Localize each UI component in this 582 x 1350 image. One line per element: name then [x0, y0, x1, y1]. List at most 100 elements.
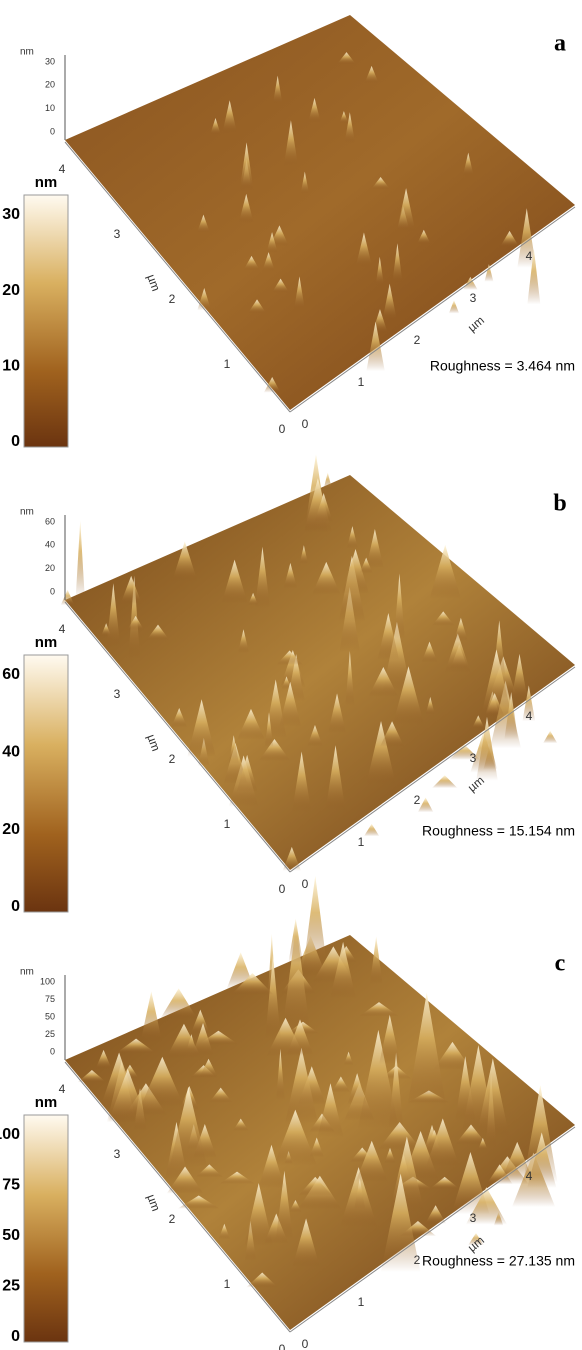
surface-peak [433, 1041, 472, 1070]
surface-peak [462, 276, 478, 290]
surface-peak [292, 1218, 320, 1268]
surface-peak [511, 653, 528, 700]
surface-peak [269, 225, 289, 246]
surface-peak [146, 624, 170, 641]
surface-peak [199, 1058, 218, 1078]
y-tick-label: 3 [114, 1147, 121, 1161]
y-tick-label: 0 [279, 882, 286, 896]
y-tick-label: 4 [59, 1082, 66, 1096]
y-tick-label: 2 [169, 292, 176, 306]
x-axis-unit: µm [465, 1233, 487, 1255]
surface-peak [282, 846, 301, 871]
surface-peak [477, 1137, 488, 1150]
surface-peak [303, 875, 328, 968]
colorbar-tick-label: 0 [11, 1328, 20, 1345]
afm-panel: nm100755025001234µm012345µmnm1007550250c… [0, 875, 582, 1350]
surface-peak [363, 823, 380, 837]
surface-peak [517, 208, 537, 268]
surface-peak [258, 1144, 285, 1189]
surface-peak [500, 1141, 534, 1181]
y-tick-label: 1 [224, 357, 231, 371]
colorbar-tick-label: 20 [2, 282, 20, 299]
surface-peak [417, 797, 434, 813]
x-tick-label: 1 [358, 1295, 365, 1309]
surface-peak [231, 972, 274, 995]
surface-peak [95, 1049, 112, 1069]
surface-peak [375, 256, 384, 286]
y-axis [64, 141, 291, 413]
surface-peak [429, 1176, 460, 1190]
z-tick-label: 0 [50, 586, 55, 596]
surface-peak [108, 1068, 148, 1122]
surface-peak [346, 526, 358, 549]
surface-peak [431, 775, 458, 789]
surface-peak [522, 685, 536, 722]
x-tick-label: 2 [414, 1253, 421, 1267]
z-tick-label: 20 [45, 80, 55, 90]
x-tick-label: 3 [470, 751, 477, 765]
surface-peak [262, 252, 275, 272]
surface-peak [236, 754, 258, 792]
surface-peak [106, 583, 121, 647]
surface-peak [308, 97, 321, 123]
x-tick-label: 3 [470, 291, 477, 305]
surface-peak [275, 1170, 293, 1239]
afm-panel: nm302010001234µm012345µmnm3020100aRoughn… [2, 15, 582, 450]
surface-peak [485, 692, 505, 716]
z-tick-label: 100 [40, 976, 55, 986]
colorbar-tick-label: 0 [11, 433, 20, 450]
x-axis [289, 206, 576, 413]
surface-peak [366, 321, 385, 372]
afm-panel: nm604020001234µm012345µmnm6040200bRoughn… [2, 454, 582, 915]
roughness: Roughness = 3.464 nm [430, 358, 575, 374]
surface-peak [454, 1124, 488, 1145]
surface-peak [177, 1195, 220, 1209]
z-tick-label: 0 [50, 126, 55, 136]
colorbar-tick-label: 50 [2, 1227, 20, 1244]
surface-peak [237, 708, 265, 740]
surface-peak [407, 992, 447, 1106]
surface-peak [192, 1023, 214, 1056]
surface-peak [384, 1147, 396, 1164]
surface-peak [254, 546, 271, 608]
surface-peak [272, 75, 283, 104]
surface-peak [128, 575, 141, 659]
colorbar-tick-label: 0 [11, 898, 20, 915]
x-axis-unit: µm [465, 313, 487, 335]
surface-peak [208, 1087, 233, 1103]
panel-label: a [554, 31, 566, 57]
colorbar [23, 194, 69, 448]
x-tick-label: 1 [358, 375, 365, 389]
surface-peak [382, 283, 397, 320]
surface-peak [196, 214, 210, 233]
surface-peak [468, 1233, 484, 1246]
surface-peak [263, 376, 281, 393]
y-tick-label: 4 [59, 162, 66, 176]
panel-label: b [553, 491, 566, 517]
surface-peak [368, 666, 399, 697]
surface-peak [276, 650, 303, 665]
surface-peak [140, 991, 163, 1042]
surface-peak [314, 493, 333, 522]
surface-peak [379, 721, 405, 747]
surface-peak [369, 936, 383, 985]
surface-peak [285, 1047, 318, 1124]
surface-peak [265, 955, 281, 1039]
surface-peak [282, 924, 311, 1032]
colorbar-tick-label: 10 [2, 358, 20, 375]
z-tick-label: 75 [45, 994, 55, 1004]
y-axis [64, 601, 291, 873]
surface-peak [309, 1137, 324, 1157]
surface-peak [218, 1223, 231, 1240]
x-tick-label: 3 [470, 1211, 477, 1225]
surface-peak [317, 1083, 344, 1138]
colorbar-unit: nm [35, 634, 58, 651]
surface-peak [219, 1171, 255, 1184]
surface-peak [448, 300, 460, 314]
surface-peak [393, 573, 405, 639]
surface-peak [300, 171, 310, 195]
y-axis-unit: µm [144, 732, 163, 753]
surface-peak [355, 232, 373, 267]
surface-peak [392, 666, 425, 725]
surface-peak [283, 562, 298, 589]
